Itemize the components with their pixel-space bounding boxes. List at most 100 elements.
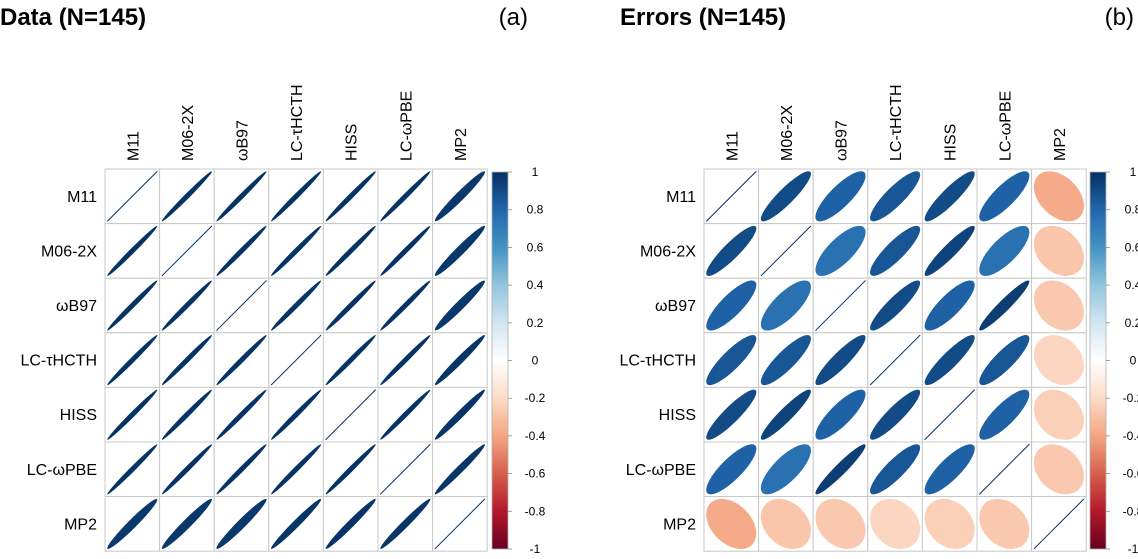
- correlation-glyph: [979, 171, 1030, 222]
- correlation-glyph: [434, 498, 486, 550]
- correlation-glyph: [760, 171, 811, 222]
- row-label: MP2: [663, 516, 696, 533]
- correlation-glyph: [870, 280, 921, 331]
- correlation-glyph: [107, 498, 158, 549]
- colorbar-tick-label: 0.8: [1125, 203, 1138, 217]
- colorbar-tick-label: 0: [532, 354, 539, 368]
- column-label: MP2: [453, 128, 470, 161]
- correlation-glyph: [380, 225, 431, 276]
- correlation-glyph: [815, 171, 866, 222]
- correlation-glyph: [107, 280, 158, 331]
- correlation-glyph: [869, 334, 921, 386]
- correlation-glyph: [434, 225, 485, 276]
- correlation-glyph: [924, 280, 975, 331]
- correlation-glyph: [380, 498, 431, 549]
- colorbar-tick-label: 0.4: [527, 278, 544, 292]
- correlation-glyph: [706, 225, 757, 276]
- correlation-glyph: [271, 498, 322, 549]
- correlation-glyph: [815, 225, 866, 276]
- correlation-glyph: [1033, 280, 1084, 331]
- column-label: HISS: [344, 124, 361, 161]
- correlation-glyph: [216, 280, 267, 331]
- panel-b: Errors (N=145) (b) M11 M06-2X ωB97 LC-τHCTH…: [619, 4, 1138, 556]
- correlation-glyph: [1033, 225, 1084, 276]
- correlation-glyph: [815, 280, 866, 331]
- colorbar-tick-label: 0.2: [1125, 316, 1138, 330]
- correlation-glyph: [434, 171, 485, 222]
- correlation-glyph: [107, 225, 158, 276]
- correlation-glyph: [271, 225, 322, 276]
- column-label: LC-ωPBE: [997, 91, 1014, 161]
- panel-b-column-labels: M11 M06-2X ωB97 LC-τHCTH HISS LC-ωPBE MP2: [724, 84, 1069, 161]
- correlation-glyph: [870, 498, 921, 549]
- colorbar-tick-label: -0.4: [525, 429, 546, 443]
- row-label: LC-ωPBE: [27, 462, 97, 479]
- row-label: ωB97: [56, 298, 97, 315]
- correlation-glyph: [979, 389, 1030, 440]
- correlation-glyph: [216, 225, 267, 276]
- correlation-glyph: [815, 389, 866, 440]
- row-label: LC-τHCTH: [619, 353, 696, 370]
- correlation-glyph: [870, 389, 921, 440]
- colorbar-tick-label: -1: [530, 542, 541, 556]
- correlation-glyph: [706, 280, 757, 331]
- colorbar-tick-label: -0.2: [1123, 391, 1138, 405]
- correlation-glyph: [979, 335, 1030, 386]
- panel-a-matrix: [104, 168, 488, 552]
- column-label: M11: [125, 131, 142, 161]
- correlation-glyph: [325, 389, 377, 441]
- correlation-glyph: [161, 225, 213, 277]
- column-label: LC-τHCTH: [888, 84, 905, 161]
- correlation-glyph: [924, 389, 976, 441]
- panel-a-column-labels: M11 M06-2X ωB97 LC-τHCTH HISS LC-ωPBE MP2: [125, 84, 470, 161]
- correlation-glyph: [979, 225, 1030, 276]
- panel-a: Data (N=145) (a) M11 M06-2X ωB97 LC-τHCTH HI…: [0, 4, 546, 556]
- correlation-glyph: [271, 280, 322, 331]
- correlation-glyph: [216, 171, 267, 222]
- colorbar-tick-label: 0.8: [527, 203, 544, 217]
- correlation-glyph: [271, 389, 322, 440]
- correlation-glyph: [815, 444, 866, 495]
- correlation-glyph: [760, 389, 811, 440]
- correlation-glyph: [1033, 335, 1084, 386]
- correlation-glyph: [760, 335, 811, 386]
- correlation-glyph: [325, 498, 376, 549]
- correlation-glyph: [924, 335, 975, 386]
- panel-b-colorbar: 1 0.8 0.6 0.4 0.2 0 -0.2 -0.4 -0.6 -0.8 -1: [1089, 165, 1138, 556]
- panel-a-row-labels: M11 M06-2X ωB97 LC-τHCTH HISS LC-ωPBE MP2: [20, 189, 97, 534]
- correlation-glyph: [216, 498, 267, 549]
- column-label: LC-τHCTH: [289, 84, 306, 161]
- column-label: M06-2X: [779, 105, 796, 161]
- row-label: M11: [67, 189, 97, 206]
- colorbar-tick-label: 1: [532, 165, 539, 179]
- panel-b-matrix: [703, 168, 1087, 552]
- column-label: HISS: [943, 124, 960, 161]
- colorbar-tick-label: 0.4: [1125, 278, 1138, 292]
- correlation-glyph: [870, 225, 921, 276]
- correlation-glyph: [216, 444, 267, 495]
- correlation-glyph: [924, 171, 975, 222]
- colorbar-tick-label: -1: [1128, 542, 1138, 556]
- colorbar-tick-label: -0.4: [1123, 429, 1138, 443]
- row-label: ωB97: [655, 298, 696, 315]
- correlation-glyph: [161, 171, 212, 222]
- correlation-glyph: [161, 280, 212, 331]
- correlation-glyph: [380, 171, 431, 222]
- colorbar-tick-label: -0.8: [525, 504, 546, 518]
- column-label: LC-ωPBE: [398, 91, 415, 161]
- correlation-glyph: [271, 444, 322, 495]
- correlation-glyph: [979, 280, 1030, 331]
- correlation-glyph: [270, 334, 322, 386]
- row-label: HISS: [659, 407, 696, 424]
- correlation-glyph: [271, 171, 322, 222]
- correlation-glyph: [705, 170, 757, 222]
- correlation-glyph: [924, 498, 975, 549]
- correlation-glyph: [161, 444, 212, 495]
- correlation-glyph: [815, 498, 866, 549]
- colorbar-tick-label: -0.2: [525, 391, 546, 405]
- correlation-glyph: [434, 389, 485, 440]
- correlation-glyph: [760, 444, 811, 495]
- correlation-glyph: [325, 225, 376, 276]
- correlation-glyph: [380, 389, 431, 440]
